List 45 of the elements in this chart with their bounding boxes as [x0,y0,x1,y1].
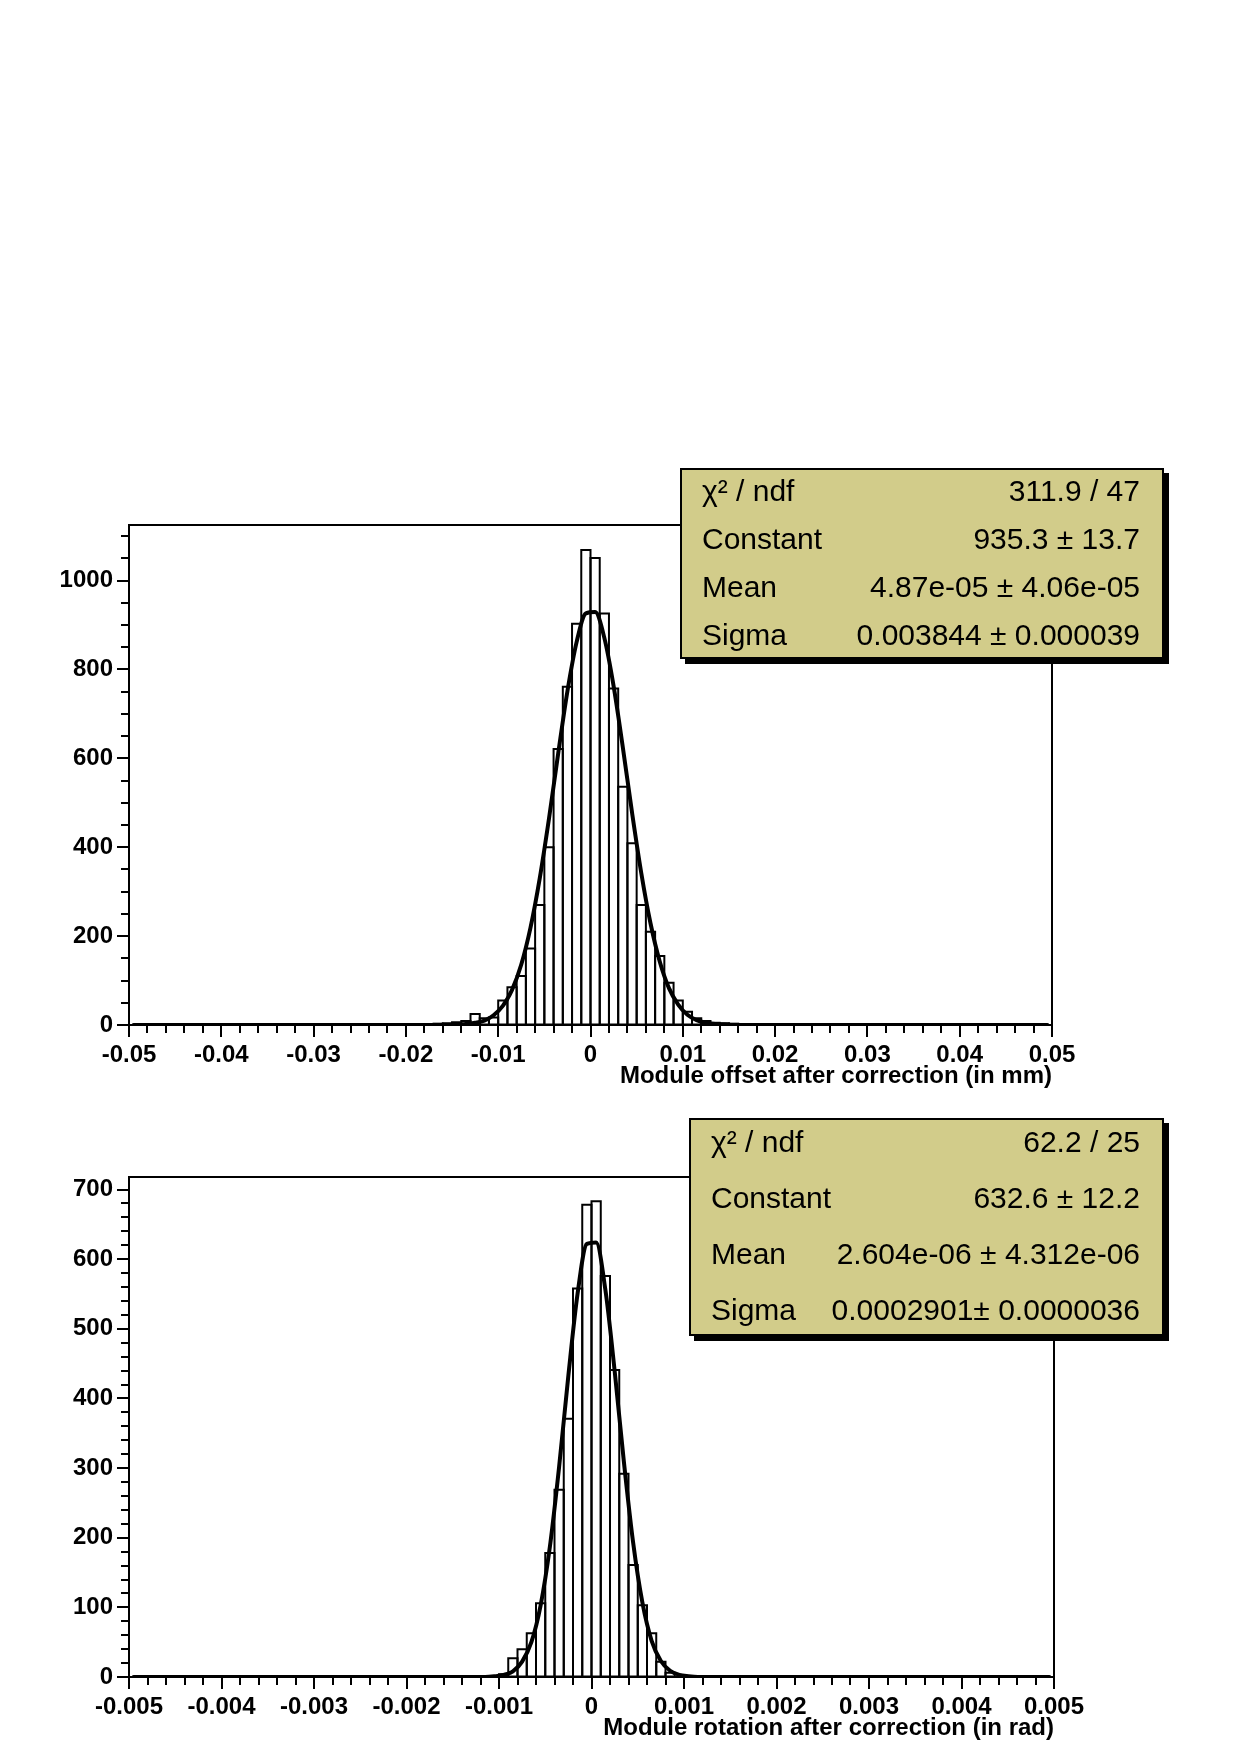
y-tick-label: 600 [72,1243,113,1271]
x-tick-label: -0.05 [101,1040,157,1068]
annotation: 0.003844 ± 0.000039 [855,617,1140,652]
annotation: 632.6 ± 12.2 [972,1180,1140,1215]
y-tick-label: 400 [72,1383,113,1411]
y-tick-label: 100 [72,1591,113,1619]
y-tick-label: 400 [72,831,113,859]
text: χ² / ndf [711,1125,804,1158]
annotation: 0.0002901± 0.0000036 [831,1292,1140,1327]
x-tick-label: -0.04 [193,1040,250,1068]
annotation: Constant [711,1180,832,1215]
y-tick-label: 0 [99,1009,113,1037]
x-tick-label: -0.001 [464,1692,534,1720]
y-tick-label: 800 [72,654,113,682]
y-tick-label: 300 [72,1452,113,1480]
text: 62.2 / 25 [1023,1125,1140,1158]
annotation: Mean [702,569,779,604]
y-tick-label: 200 [72,920,113,948]
x-tick-label: 0 [584,1692,599,1720]
y-tick-label: 200 [72,1522,113,1550]
annotation: 2.604e-06 ± 4.312e-06 [835,1236,1140,1271]
text: 311.9 / 47 [1008,474,1140,507]
x-tick-label: -0.004 [187,1692,257,1720]
x-tick-label: 0.02 [751,1040,799,1068]
x-tick-label: -0.02 [378,1040,434,1068]
x-tick-label: -0.002 [372,1692,441,1720]
x-tick-label: -0.01 [470,1040,526,1068]
x-tick-label: -0.003 [279,1692,349,1720]
annotation: Constant [702,521,823,556]
annotation: 935.3 ± 13.7 [972,521,1140,556]
x-tick-label: -0.005 [94,1692,164,1720]
annotation: Sigma [702,617,789,652]
x-tick-label: 0 [583,1040,598,1068]
x-tick-label: 0.003 [838,1692,900,1720]
y-tick-label: 1000 [59,565,113,593]
text: χ² / ndf [702,474,795,507]
x-tick-label: -0.03 [286,1040,341,1068]
annotation: Sigma [711,1292,798,1327]
annotation: 4.87e-05 ± 4.06e-05 [869,569,1140,604]
y-tick-label: 500 [72,1313,113,1341]
y-tick-label: 700 [72,1174,113,1202]
x-tick-label: 0.03 [844,1040,891,1068]
y-tick-label: 0 [99,1661,113,1689]
annotation: Mean [711,1236,788,1271]
y-tick-label: 600 [72,742,113,770]
